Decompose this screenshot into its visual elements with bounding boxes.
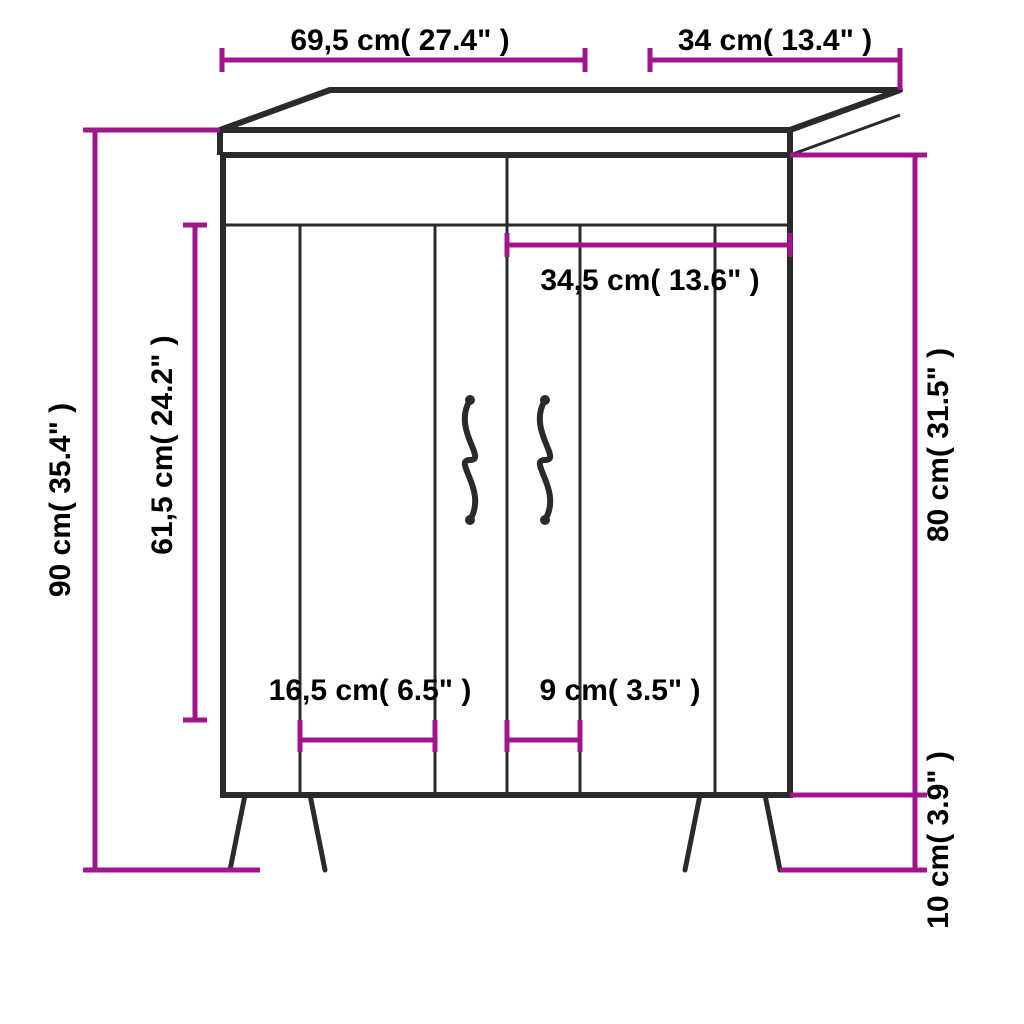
cabinet-top — [220, 90, 900, 130]
dimension-label: 90 cm( 35.4" ) — [44, 403, 77, 597]
door-handle — [540, 400, 550, 520]
furniture-drawing — [220, 90, 900, 870]
dimension-label: 34,5 cm( 13.6" ) — [540, 264, 759, 297]
cabinet-leg — [230, 795, 245, 870]
dimension-label: 34 cm( 13.4" ) — [678, 24, 872, 57]
dimension-lines — [83, 48, 927, 870]
dimension-label: 80 cm( 31.5" ) — [922, 348, 955, 542]
dimension-label: 61,5 cm( 24.2" ) — [146, 335, 179, 554]
cabinet-leg — [765, 795, 780, 870]
door-handle — [465, 400, 475, 520]
dimension-label: 9 cm( 3.5" ) — [540, 674, 701, 707]
handle-mount — [540, 395, 550, 405]
handle-mount — [465, 395, 475, 405]
dimension-label: 69,5 cm( 27.4" ) — [290, 24, 509, 57]
dimension-label: 16,5 cm( 6.5" ) — [269, 674, 472, 707]
dimension-label: 10 cm( 3.9" ) — [922, 751, 955, 929]
handle-mount — [465, 515, 475, 525]
cabinet-leg — [310, 795, 325, 870]
cabinet-leg — [685, 795, 700, 870]
handle-mount — [540, 515, 550, 525]
